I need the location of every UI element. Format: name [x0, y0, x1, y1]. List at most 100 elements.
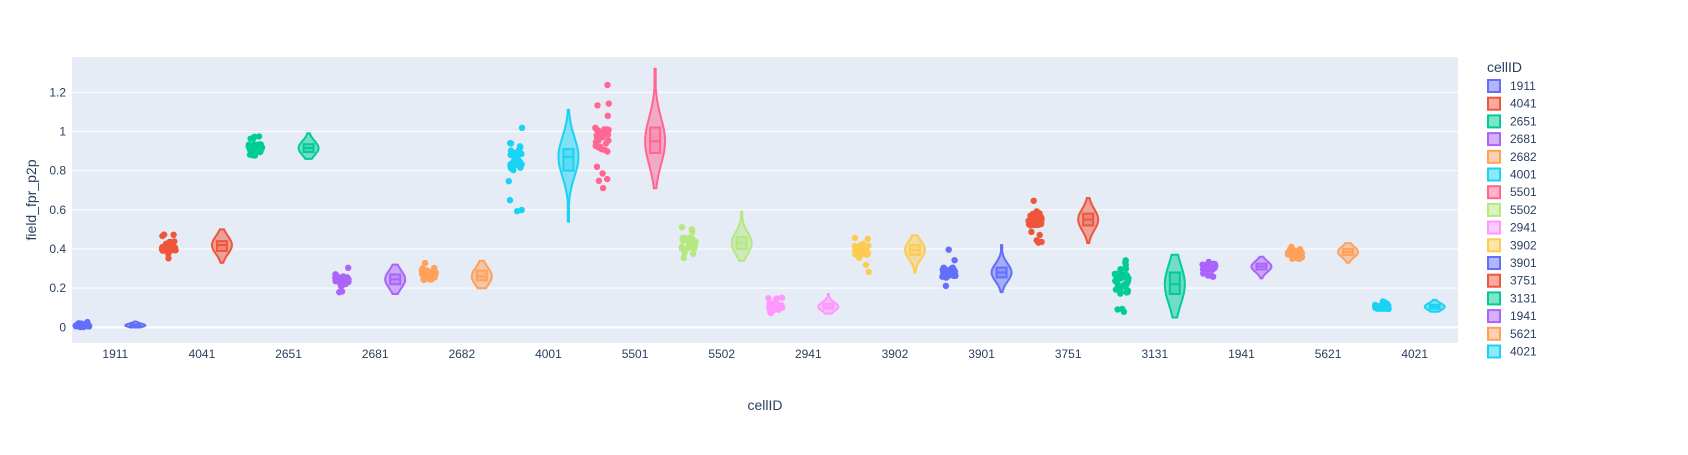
trace-4041 — [158, 228, 233, 264]
legend-swatch — [1487, 96, 1501, 111]
data-point — [518, 206, 525, 214]
legend-item[interactable]: 3902 — [1487, 238, 1537, 253]
data-point — [604, 112, 611, 120]
legend-label: 4041 — [1510, 97, 1537, 111]
y-tick-label: 0.4 — [49, 242, 66, 256]
legend-label: 3902 — [1510, 238, 1537, 252]
data-point — [518, 161, 525, 168]
legend-item[interactable]: 1911 — [1487, 79, 1536, 93]
legend-swatch — [1487, 238, 1501, 253]
x-tick-label: 3751 — [1055, 347, 1082, 361]
data-point — [599, 170, 606, 177]
data-point — [1199, 266, 1207, 273]
legend-label: 4021 — [1510, 345, 1537, 359]
legend-item[interactable]: 2941 — [1487, 220, 1537, 235]
legend-item[interactable]: 3131 — [1487, 291, 1537, 306]
legend-item[interactable]: 1941 — [1487, 309, 1537, 324]
x-tick-label: 4041 — [189, 347, 216, 361]
data-point — [159, 243, 166, 251]
legend-item[interactable]: 3751 — [1487, 273, 1537, 288]
data-point — [1123, 272, 1131, 279]
legend-swatch — [1487, 132, 1501, 147]
data-point — [595, 143, 602, 151]
legend-label: 3901 — [1510, 256, 1537, 270]
x-tick-label: 2651 — [275, 347, 302, 361]
data-point — [257, 148, 264, 156]
data-point — [170, 231, 177, 238]
trace-1941 — [1199, 255, 1273, 280]
legend-swatch — [1487, 256, 1501, 270]
data-point — [765, 295, 772, 302]
x-tick-label: 4021 — [1401, 347, 1428, 361]
legend-swatch — [1487, 149, 1501, 164]
legend-swatch — [1487, 202, 1501, 217]
x-tick-label: 2682 — [448, 347, 475, 361]
legend-item[interactable]: 4001 — [1487, 167, 1537, 182]
y-tick-label: 0 — [59, 320, 66, 334]
trace-5501 — [592, 67, 667, 192]
legend-swatch — [1487, 167, 1501, 182]
legend-label: 3751 — [1510, 274, 1537, 288]
traces — [72, 67, 1446, 331]
data-point — [429, 269, 437, 276]
data-point — [605, 100, 612, 107]
data-point — [951, 257, 958, 264]
data-point — [604, 81, 611, 89]
data-point — [778, 294, 786, 301]
legend-item[interactable]: 2682 — [1487, 149, 1537, 164]
data-point — [1028, 228, 1035, 236]
data-point — [592, 138, 600, 146]
legend[interactable]: cellID 1911 4041 2651 2681 2682 4001 5501 5502 2… — [1487, 59, 1537, 359]
trace-5502 — [678, 210, 753, 262]
trace-3131 — [1111, 253, 1186, 319]
x-tick-label: 5501 — [622, 347, 649, 361]
data-point — [1118, 271, 1126, 278]
legend-label: 4001 — [1510, 168, 1537, 182]
legend-item[interactable]: 3901 — [1487, 256, 1537, 270]
legend-item[interactable]: 5621 — [1487, 326, 1537, 341]
legend-item[interactable]: 4041 — [1487, 96, 1537, 111]
plot-background — [72, 57, 1458, 343]
trace-2651 — [245, 132, 320, 160]
legend-item[interactable]: 4021 — [1487, 344, 1537, 359]
data-point — [1122, 261, 1130, 269]
y-tick-label: 1.2 — [49, 85, 66, 99]
legend-label: 5621 — [1510, 327, 1537, 341]
x-tick-label: 5502 — [708, 347, 735, 361]
legend-item[interactable]: 2651 — [1487, 114, 1537, 129]
legend-label: 1911 — [1510, 79, 1536, 93]
legend-item[interactable]: 5502 — [1487, 202, 1537, 217]
legend-label: 2941 — [1510, 221, 1537, 235]
data-point — [159, 232, 166, 240]
x-tick-label: 1941 — [1228, 347, 1255, 361]
data-point — [595, 177, 603, 184]
data-point — [1120, 308, 1128, 315]
data-point — [689, 250, 697, 258]
y-tick-label: 0.2 — [49, 281, 66, 295]
data-point — [516, 144, 524, 152]
data-point — [1124, 277, 1132, 285]
legend-item[interactable]: 5501 — [1487, 185, 1537, 200]
x-tick-label: 5621 — [1315, 347, 1342, 361]
data-point — [421, 259, 429, 267]
data-point — [1379, 302, 1386, 309]
legend-item[interactable]: 2681 — [1487, 132, 1537, 147]
y-tick-labels: 0 0.2 0.4 0.6 0.8 1 1.2 — [49, 85, 66, 334]
trace-3751 — [1025, 197, 1100, 246]
data-point — [865, 268, 872, 276]
data-point — [518, 124, 526, 131]
legend-swatch — [1487, 220, 1501, 235]
data-point — [1029, 221, 1036, 229]
data-point — [341, 274, 349, 281]
violin-shape — [470, 259, 493, 290]
data-point — [686, 241, 693, 248]
legend-swatch — [1487, 114, 1501, 129]
data-point — [678, 224, 686, 231]
trace-1911 — [72, 318, 147, 331]
data-point — [862, 261, 870, 269]
data-point — [427, 274, 435, 281]
x-tick-label: 4001 — [535, 347, 562, 361]
legend-swatch — [1487, 309, 1501, 324]
